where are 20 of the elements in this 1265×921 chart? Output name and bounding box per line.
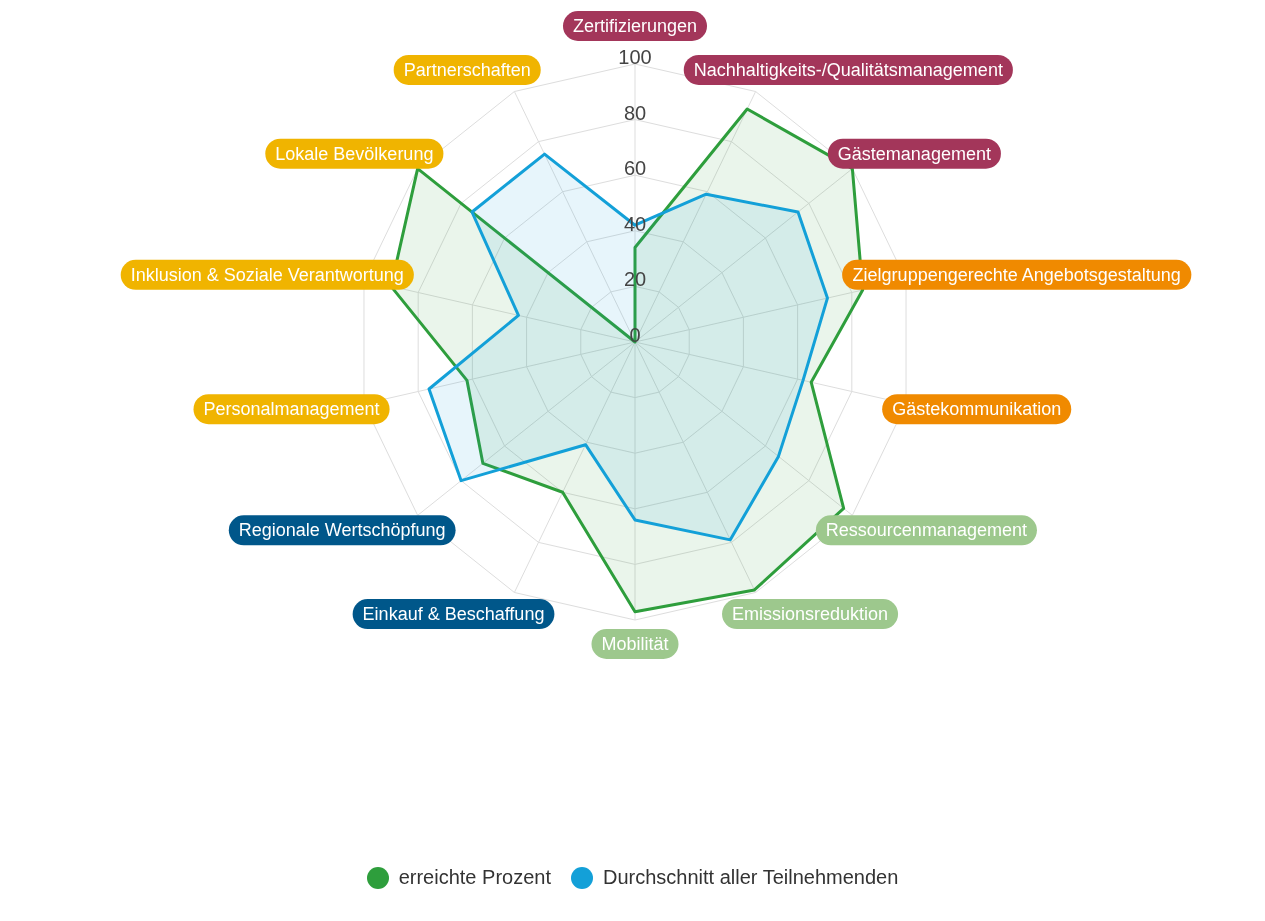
spoke-label: Regionale Wertschöpfung bbox=[238, 520, 446, 541]
spoke-label: Emissionsreduktion bbox=[732, 604, 889, 625]
spoke-label: Partnerschaften bbox=[403, 59, 531, 80]
spoke-label: Gästekommunikation bbox=[892, 399, 1062, 420]
spoke-label: Zielgruppengerechte Angebotsgestaltung bbox=[852, 264, 1181, 285]
spoke-label: Nachhaltigkeits-/Qualitätsmanagement bbox=[693, 59, 1003, 80]
spoke-label: Einkauf & Beschaffung bbox=[362, 604, 545, 625]
legend-label: Durchschnitt aller Teilnehmenden bbox=[601, 866, 899, 889]
y-tick-label: 60 bbox=[623, 157, 647, 180]
y-tick-label: 80 bbox=[623, 101, 647, 124]
spoke-label: Ressourcenmanagement bbox=[825, 520, 1027, 541]
y-tick-label: 0 bbox=[629, 324, 641, 346]
spoke-label: Gästemanagement bbox=[837, 143, 991, 164]
spoke-label: Lokale Bevölkerung bbox=[275, 143, 434, 164]
spoke-label: Personalmanagement bbox=[203, 399, 380, 420]
spoke-label: Mobilität bbox=[601, 634, 669, 654]
legend-label: erreichte Prozent bbox=[397, 866, 551, 889]
spoke-label: Inklusion & Soziale Verantwortung bbox=[130, 264, 404, 285]
spoke-label: Zertifizierungen bbox=[572, 16, 698, 36]
y-tick-label: 100 bbox=[618, 46, 652, 68]
